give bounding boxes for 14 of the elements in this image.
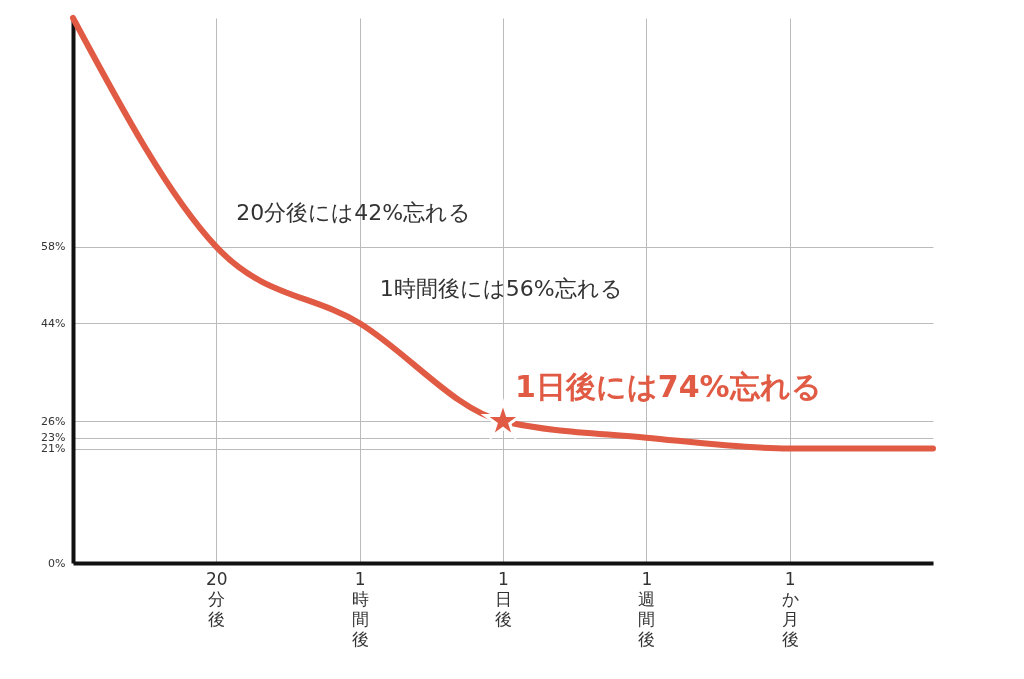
annotation: 1時間後には56%忘れる (379, 276, 623, 302)
y-tick-label: 58% (41, 240, 66, 254)
y-tick-label: 21% (41, 442, 66, 456)
x-tick-label: 20分後 (206, 568, 228, 629)
y-tick-label: 0% (48, 556, 66, 570)
x-tick-label: 1か月後 (781, 568, 799, 649)
x-tick-label: 1時間後 (351, 568, 369, 649)
x-tick-label: 1週間後 (638, 568, 656, 649)
y-tick-label: 26% (41, 414, 66, 428)
x-tick-label: 1日後 (495, 568, 512, 629)
y-tick-label: 44% (41, 316, 66, 330)
y-tick-label: 23% (41, 431, 66, 445)
annotation: 20分後には42%忘れる (236, 199, 472, 225)
annotation: 1日後には74%忘れる (515, 369, 822, 405)
